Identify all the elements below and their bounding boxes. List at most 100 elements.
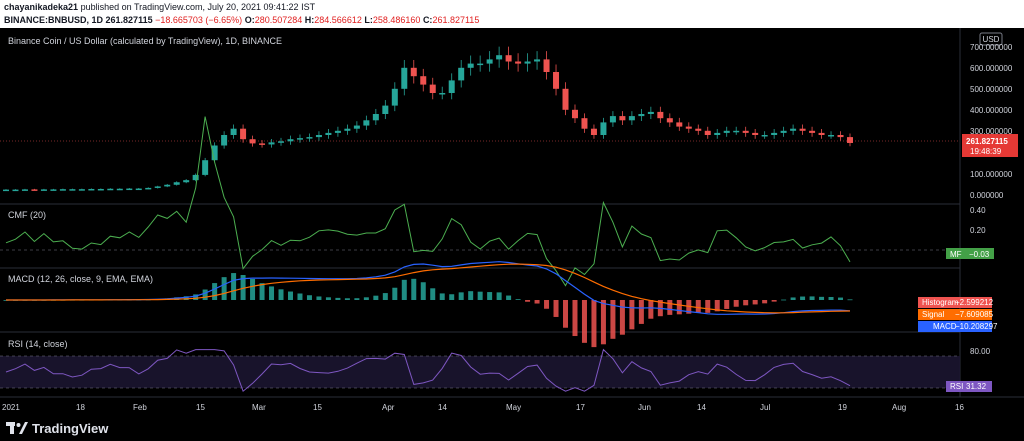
macd-histogram-bar (828, 296, 834, 300)
candle-body (714, 132, 721, 135)
candle-body (363, 120, 370, 126)
price-tick: 600.000000 (970, 64, 1013, 73)
cmf-tick: 0.20 (970, 226, 986, 235)
candle-body (752, 132, 759, 135)
publish-header: chayanikadeka21 published on TradingView… (0, 0, 1024, 28)
candle-body (534, 59, 541, 62)
candle-body (306, 137, 313, 139)
cmf-tick: 0.40 (970, 206, 986, 215)
candle-body (410, 67, 417, 77)
candle-body (619, 116, 626, 121)
cmf-badge (946, 248, 994, 259)
cmf-title: CMF (20) (8, 210, 46, 220)
candle-body (154, 186, 161, 188)
author-name[interactable]: chayanikadeka21 (4, 2, 79, 12)
price-tick: 100.000000 (970, 170, 1013, 179)
time-tick: 14 (438, 403, 447, 412)
price-change: −18.665703 (−6.65%) (155, 15, 243, 25)
candle-body (164, 184, 171, 187)
candle-body (12, 189, 19, 192)
macd-histogram-bar (202, 289, 208, 300)
price-tick: 0.000000 (970, 191, 1004, 200)
tradingview-logo[interactable]: TradingView (6, 421, 108, 436)
macd-histogram-bar (525, 300, 531, 302)
candle-body (571, 109, 578, 119)
currency-box[interactable] (979, 32, 1003, 46)
macd-label: MACD (933, 322, 957, 331)
price-tick: 500.000000 (970, 85, 1013, 94)
candle-body (268, 142, 275, 145)
candle-body (249, 139, 256, 144)
publish-line: chayanikadeka21 published on TradingView… (4, 2, 315, 12)
candle-body (202, 160, 209, 175)
candle-body (116, 188, 123, 191)
candle-body (439, 93, 446, 95)
candle-body (647, 111, 654, 114)
macd-histogram-bar (335, 297, 341, 300)
cmf-line (5, 116, 851, 287)
candle-body (742, 130, 749, 133)
macd-histogram-bar (638, 300, 644, 324)
macd-histogram-bar (809, 296, 815, 300)
macd-histogram-bar (231, 273, 237, 300)
macd-histogram-bar (553, 300, 559, 317)
macd-histogram-bar (705, 300, 711, 313)
macd-histogram-bar (771, 300, 777, 302)
open-value: 280.507284 (254, 15, 303, 25)
candle-body (581, 118, 588, 129)
candle-body (761, 135, 768, 137)
macd-histogram-bar (724, 300, 730, 309)
time-tick: 17 (576, 403, 585, 412)
macd-histogram-bar (468, 291, 474, 300)
macd-histogram-bar (819, 296, 825, 300)
candle-body (828, 135, 835, 137)
price-tick: 300.000000 (970, 127, 1013, 136)
time-tick: Jul (760, 403, 770, 412)
candle-body (467, 63, 474, 68)
candle-body (695, 128, 702, 131)
time-tick: 2021 (2, 403, 20, 412)
time-axis[interactable]: 2021 18 Feb 15 Mar 15 Apr 14 May 17 Jun … (2, 403, 964, 412)
signal-badge (918, 309, 992, 320)
macd-histogram-bar (278, 289, 284, 300)
ohlc-line: BINANCE:BNBUSD, 1D 261.827115 −18.665703… (4, 15, 479, 25)
macd-histogram-bar (695, 300, 701, 314)
candle-body (590, 128, 597, 135)
rsi-tick: 80.00 (970, 347, 991, 356)
candle-body (628, 116, 635, 121)
tradingview-logo-icon (6, 422, 28, 434)
price-axis[interactable]: 700.000000 600.000000 500.000000 400.000… (970, 43, 1013, 200)
time-tick: Feb (133, 403, 147, 412)
candle-body (78, 189, 85, 191)
signal-line (6, 263, 851, 314)
candle-body (847, 137, 853, 143)
candle-body (458, 67, 465, 81)
macd-histogram-bar (240, 275, 246, 300)
candle-body (818, 132, 825, 135)
candle-body (657, 111, 664, 119)
candle-body (429, 84, 436, 93)
time-tick: 15 (313, 403, 322, 412)
rsi-badge (946, 381, 992, 392)
macd-histogram-bar (506, 295, 512, 300)
chart-area[interactable]: Binance Coin / US Dollar (calculated by … (0, 28, 1024, 416)
histogram-badge (918, 297, 992, 308)
macd-histogram-bar (781, 299, 787, 301)
macd-histogram-bar (477, 291, 483, 300)
candle-body (21, 189, 28, 191)
macd-histogram-bar (306, 295, 312, 300)
macd-histogram-bar (430, 288, 436, 300)
candle-body (50, 189, 57, 191)
candle-body (211, 145, 218, 161)
candle-body (278, 141, 285, 143)
candle-body (515, 61, 522, 64)
macd-histogram-bar (515, 299, 521, 300)
candle-body (666, 118, 673, 123)
candle-body (391, 88, 398, 106)
candle-body (88, 188, 95, 191)
macd-histogram-bar (458, 292, 464, 300)
close-value: 261.827115 (432, 15, 480, 25)
macd-histogram-bar (392, 287, 398, 300)
macd-histogram-bar (790, 297, 796, 300)
macd-histogram-bar (354, 298, 360, 300)
